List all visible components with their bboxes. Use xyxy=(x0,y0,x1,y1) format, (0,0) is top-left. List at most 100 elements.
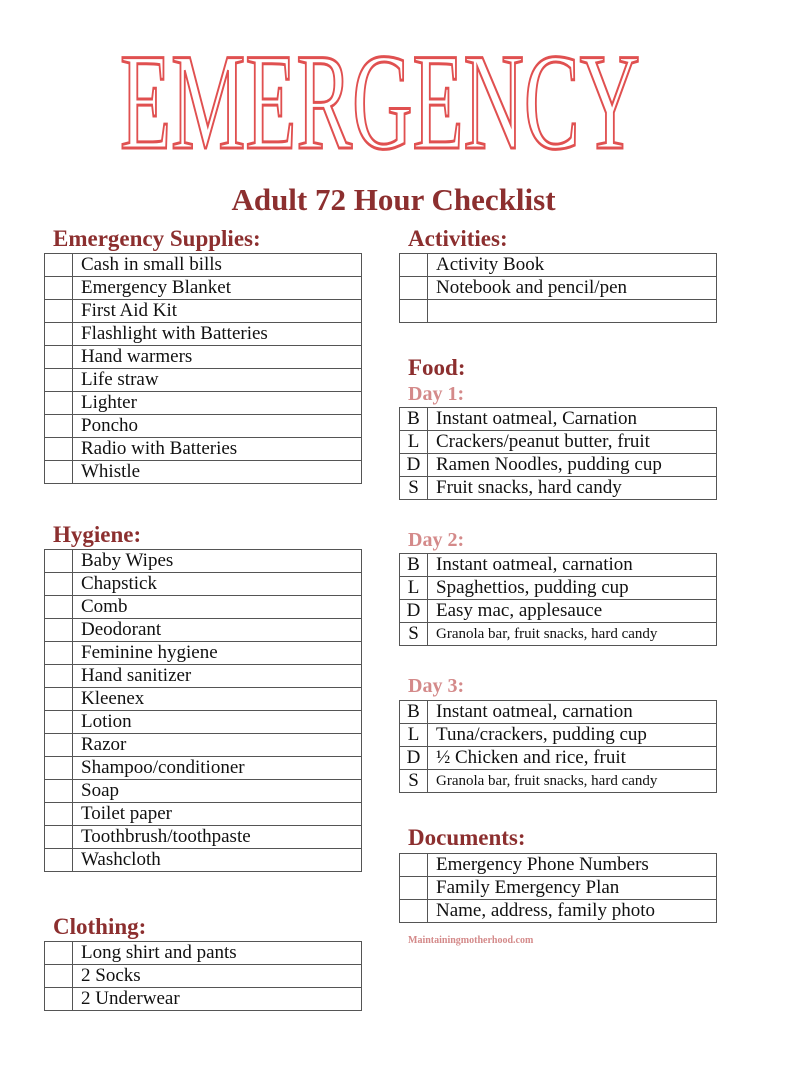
item-label: Life straw xyxy=(72,368,362,392)
checkbox-cell[interactable] xyxy=(44,779,73,803)
checklist-row: Flashlight with Batteries xyxy=(44,322,362,346)
checkbox-cell[interactable] xyxy=(44,253,73,277)
checklist-row: 2 Underwear xyxy=(44,987,362,1011)
checkbox-cell[interactable] xyxy=(44,322,73,346)
day1-heading: Day 1: xyxy=(408,383,465,405)
meal-row: B Instant oatmeal, carnation xyxy=(399,553,717,577)
meal-code: D xyxy=(399,746,428,770)
checklist-row: Washcloth xyxy=(44,848,362,872)
checkbox-cell[interactable] xyxy=(44,549,73,573)
checkbox-cell[interactable] xyxy=(399,253,428,277)
checkbox-cell[interactable] xyxy=(44,825,73,849)
checkbox-cell[interactable] xyxy=(44,641,73,665)
meal-code: S xyxy=(399,476,428,500)
item-label: Toilet paper xyxy=(72,802,362,826)
meal-row: L Tuna/crackers, pudding cup xyxy=(399,723,717,747)
checklist-row: Poncho xyxy=(44,414,362,438)
checkbox-cell[interactable] xyxy=(44,368,73,392)
meal-row: D Ramen Noodles, pudding cup xyxy=(399,453,717,477)
checklist-row: Whistle xyxy=(44,460,362,484)
checklist-row: Emergency Phone Numbers xyxy=(399,853,717,877)
checkbox-cell[interactable] xyxy=(44,710,73,734)
item-label: Notebook and pencil/pen xyxy=(427,276,717,300)
checkbox-cell[interactable] xyxy=(44,848,73,872)
meal-code: B xyxy=(399,553,428,577)
day3-heading: Day 3: xyxy=(408,675,465,697)
checklist-row: Cash in small bills xyxy=(44,253,362,277)
checkbox-cell[interactable] xyxy=(44,618,73,642)
checklist-row: Hand sanitizer xyxy=(44,664,362,688)
supplies-heading: Emergency Supplies: xyxy=(53,226,261,251)
checklist-row: 2 Socks xyxy=(44,964,362,988)
item-label: Feminine hygiene xyxy=(72,641,362,665)
item-label: Toothbrush/toothpaste xyxy=(72,825,362,849)
item-label: Emergency Blanket xyxy=(72,276,362,300)
meal-code: L xyxy=(399,430,428,454)
meal-description: Crackers/peanut butter, fruit xyxy=(427,430,717,454)
checkbox-cell[interactable] xyxy=(44,687,73,711)
checkbox-cell[interactable] xyxy=(44,756,73,780)
checkbox-cell[interactable] xyxy=(399,899,428,923)
item-label: Hand sanitizer xyxy=(72,664,362,688)
day2-table: B Instant oatmeal, carnation L Spaghettios,… xyxy=(399,553,717,646)
meal-row: L Crackers/peanut butter, fruit xyxy=(399,430,717,454)
clothing-table: Long shirt and pants 2 Socks 2 Underwear xyxy=(44,941,362,1011)
checklist-row: Life straw xyxy=(44,368,362,392)
checklist-row: Chapstick xyxy=(44,572,362,596)
item-label: Comb xyxy=(72,595,362,619)
checkbox-cell[interactable] xyxy=(44,299,73,323)
checkbox-cell[interactable] xyxy=(44,595,73,619)
item-label: Radio with Batteries xyxy=(72,437,362,461)
item-label: Flashlight with Batteries xyxy=(72,322,362,346)
meal-code: L xyxy=(399,723,428,747)
checkbox-cell[interactable] xyxy=(44,964,73,988)
item-label: Razor xyxy=(72,733,362,757)
meal-row: B Instant oatmeal, carnation xyxy=(399,700,717,724)
item-label: Soap xyxy=(72,779,362,803)
checkbox-cell[interactable] xyxy=(44,414,73,438)
checkbox-cell[interactable] xyxy=(44,733,73,757)
meal-row: S Granola bar, fruit snacks, hard candy xyxy=(399,622,717,646)
day1-table: B Instant oatmeal, Carnation L Crackers/pea… xyxy=(399,407,717,500)
checkbox-cell[interactable] xyxy=(399,853,428,877)
checklist-row: Kleenex xyxy=(44,687,362,711)
meal-description: Granola bar, fruit snacks, hard candy xyxy=(427,769,717,793)
item-label: Kleenex xyxy=(72,687,362,711)
item-label: Activity Book xyxy=(427,253,717,277)
checkbox-cell[interactable] xyxy=(399,876,428,900)
item-label: Lighter xyxy=(72,391,362,415)
checkbox-cell[interactable] xyxy=(44,437,73,461)
checkbox-cell[interactable] xyxy=(44,664,73,688)
meal-code: B xyxy=(399,700,428,724)
item-label: Deodorant xyxy=(72,618,362,642)
item-label: Shampoo/conditioner xyxy=(72,756,362,780)
item-label: Washcloth xyxy=(72,848,362,872)
checkbox-cell[interactable] xyxy=(399,299,428,323)
meal-description: Ramen Noodles, pudding cup xyxy=(427,453,717,477)
meal-description: Granola bar, fruit snacks, hard candy xyxy=(427,622,717,646)
checklist-row: Notebook and pencil/pen xyxy=(399,276,717,300)
checkbox-cell[interactable] xyxy=(44,987,73,1011)
checkbox-cell[interactable] xyxy=(399,276,428,300)
meal-description: Instant oatmeal, carnation xyxy=(427,700,717,724)
checklist-row: Toilet paper xyxy=(44,802,362,826)
checklist-row: Toothbrush/toothpaste xyxy=(44,825,362,849)
checklist-row: Activity Book xyxy=(399,253,717,277)
page-subtitle: Adult 72 Hour Checklist xyxy=(231,182,556,217)
checkbox-cell[interactable] xyxy=(44,460,73,484)
meal-description: ½ Chicken and rice, fruit xyxy=(427,746,717,770)
checklist-row: Deodorant xyxy=(44,618,362,642)
hygiene-table: Baby Wipes Chapstick Comb Deodorant Feminine… xyxy=(44,549,362,872)
meal-row: S Granola bar, fruit snacks, hard candy xyxy=(399,769,717,793)
item-label: Poncho xyxy=(72,414,362,438)
checkbox-cell[interactable] xyxy=(44,941,73,965)
checkbox-cell[interactable] xyxy=(44,572,73,596)
meal-code: S xyxy=(399,622,428,646)
checkbox-cell[interactable] xyxy=(44,276,73,300)
checkbox-cell[interactable] xyxy=(44,391,73,415)
checkbox-cell[interactable] xyxy=(44,802,73,826)
item-label: Chapstick xyxy=(72,572,362,596)
checklist-row: Emergency Blanket xyxy=(44,276,362,300)
checkbox-cell[interactable] xyxy=(44,345,73,369)
